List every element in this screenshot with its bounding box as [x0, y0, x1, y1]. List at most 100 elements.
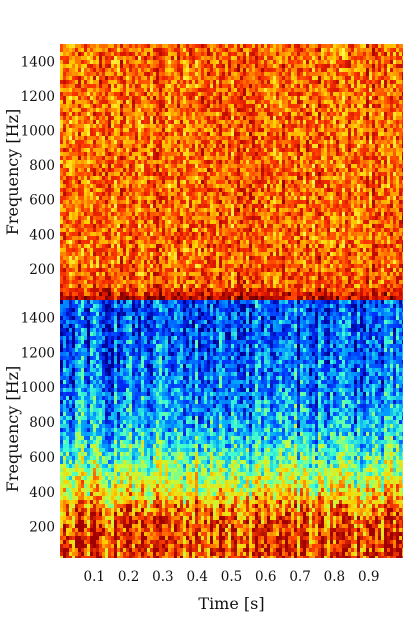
heatmap-cell: [132, 204, 135, 208]
heatmap-cell: [132, 200, 135, 204]
heatmap-cell: [366, 52, 369, 56]
heatmap-cell: [273, 152, 276, 156]
heatmap-cell: [270, 136, 273, 140]
heatmap-cell: [213, 156, 216, 160]
heatmap-cell: [351, 212, 354, 216]
heatmap-cell: [159, 160, 162, 164]
heatmap-cell: [66, 160, 69, 164]
heatmap-cell: [258, 92, 261, 96]
heatmap-cell: [297, 208, 300, 212]
heatmap-cell: [285, 60, 288, 64]
heatmap-cell: [123, 108, 126, 112]
heatmap-cell: [180, 112, 183, 116]
heatmap-cell: [195, 196, 198, 200]
heatmap-cell: [69, 184, 72, 188]
heatmap-cell: [63, 216, 66, 220]
heatmap-cell: [222, 92, 225, 96]
heatmap-cell: [159, 172, 162, 176]
heatmap-cell: [390, 188, 393, 192]
heatmap-cell: [339, 212, 342, 216]
heatmap-cell: [279, 104, 282, 108]
heatmap-cell: [369, 172, 372, 176]
heatmap-cell: [204, 136, 207, 140]
heatmap-cell: [345, 92, 348, 96]
heatmap-cell: [156, 172, 159, 176]
heatmap-cell: [300, 76, 303, 80]
heatmap-cell: [153, 104, 156, 108]
heatmap-cell: [363, 184, 366, 188]
heatmap-cell: [198, 72, 201, 76]
heatmap-cell: [288, 160, 291, 164]
heatmap-cell: [207, 60, 210, 64]
heatmap-cell: [336, 136, 339, 140]
heatmap-cell: [240, 140, 243, 144]
heatmap-cell: [222, 128, 225, 132]
heatmap-cell: [306, 72, 309, 76]
heatmap-cell: [348, 44, 351, 48]
heatmap-cell: [333, 88, 336, 92]
heatmap-cell: [90, 100, 93, 104]
heatmap-cell: [306, 192, 309, 196]
heatmap-cell: [231, 68, 234, 72]
heatmap-cell: [201, 60, 204, 64]
heatmap-cell: [261, 160, 264, 164]
heatmap-cell: [285, 144, 288, 148]
heatmap-cell: [267, 204, 270, 208]
heatmap-cell: [348, 112, 351, 116]
heatmap-cell: [165, 56, 168, 60]
heatmap-cell: [75, 92, 78, 96]
heatmap-cell: [402, 180, 403, 184]
heatmap-cell: [102, 156, 105, 160]
heatmap-cell: [96, 188, 99, 192]
heatmap-cell: [309, 68, 312, 72]
heatmap-cell: [333, 96, 336, 100]
heatmap-cell: [72, 72, 75, 76]
heatmap-cell: [375, 212, 378, 216]
heatmap-cell: [237, 132, 240, 136]
heatmap-cell: [144, 52, 147, 56]
heatmap-cell: [252, 92, 255, 96]
heatmap-cell: [228, 112, 231, 116]
heatmap-cell: [192, 60, 195, 64]
heatmap-cell: [141, 52, 144, 56]
heatmap-cell: [222, 196, 225, 200]
heatmap-cell: [387, 56, 390, 60]
heatmap-cell: [156, 60, 159, 64]
heatmap-cell: [213, 100, 216, 104]
heatmap-cell: [348, 92, 351, 96]
heatmap-cell: [222, 80, 225, 84]
heatmap-cell: [81, 64, 84, 68]
heatmap-cell: [357, 200, 360, 204]
heatmap-cell: [315, 56, 318, 60]
heatmap-cell: [348, 168, 351, 172]
heatmap-cell: [243, 124, 246, 128]
heatmap-cell: [240, 76, 243, 80]
heatmap-cell: [267, 144, 270, 148]
heatmap-cell: [288, 48, 291, 52]
heatmap-cell: [213, 80, 216, 84]
heatmap-cell: [279, 208, 282, 212]
heatmap-cell: [261, 196, 264, 200]
heatmap-cell: [351, 184, 354, 188]
heatmap-cell: [192, 76, 195, 80]
heatmap-cell: [219, 80, 222, 84]
heatmap-cell: [333, 184, 336, 188]
heatmap-cell: [345, 104, 348, 108]
heatmap-cell: [333, 72, 336, 76]
heatmap-cell: [315, 100, 318, 104]
heatmap-cell: [342, 112, 345, 116]
heatmap-cell: [303, 208, 306, 212]
heatmap-cell: [114, 76, 117, 80]
heatmap-cell: [114, 196, 117, 200]
heatmap-cell: [108, 176, 111, 180]
heatmap-cell: [366, 168, 369, 172]
heatmap-cell: [333, 104, 336, 108]
heatmap-cell: [255, 152, 258, 156]
heatmap-cell: [279, 148, 282, 152]
heatmap-cell: [282, 156, 285, 160]
heatmap-cell: [351, 92, 354, 96]
heatmap-cell: [399, 64, 402, 68]
heatmap-cell: [204, 216, 207, 220]
heatmap-cell: [171, 92, 174, 96]
heatmap-cell: [132, 148, 135, 152]
